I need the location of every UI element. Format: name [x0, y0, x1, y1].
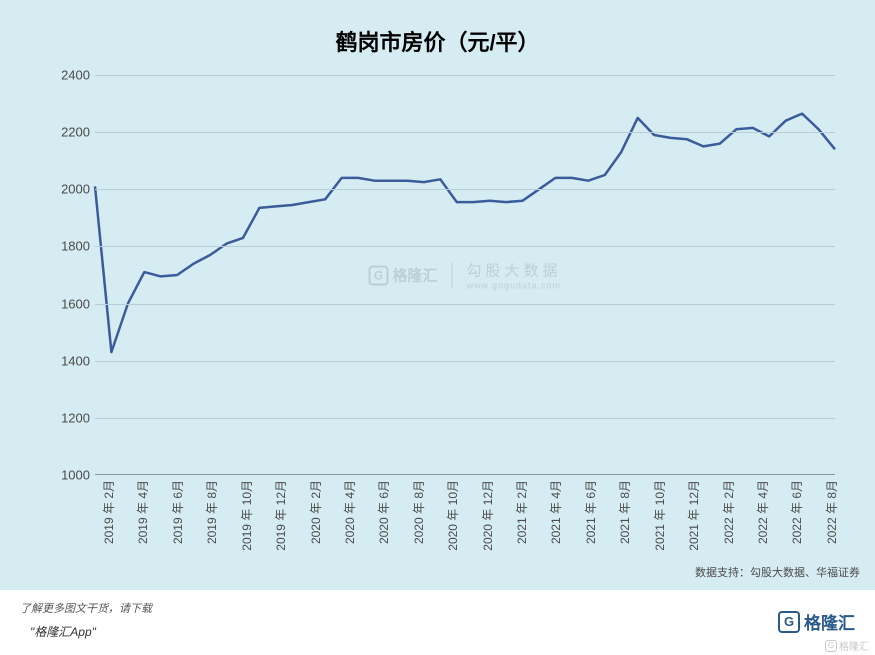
gridline — [95, 75, 835, 76]
x-axis-label: 2019 年 12月 — [272, 480, 289, 551]
footer-text-2: "格隆汇App" — [30, 623, 96, 640]
x-axis-label: 2019 年 2月 — [100, 480, 117, 544]
wm-divider — [452, 262, 453, 288]
x-axis-label: 2021 年 8月 — [616, 480, 633, 544]
gridline — [95, 361, 835, 362]
watermark-center: G 格隆汇 勾股大数据 www.gogudata.com — [368, 260, 561, 291]
wm-logo-text: 格隆汇 — [392, 265, 437, 286]
x-axis-label: 2020 年 8月 — [410, 480, 427, 544]
y-axis-label: 1400 — [40, 353, 90, 368]
x-axis-label: 2020 年 12月 — [479, 480, 496, 551]
footer-logo-text: 格隆汇 — [804, 609, 855, 634]
x-axis-label: 2022 年 4月 — [754, 480, 771, 544]
y-axis-label: 2000 — [40, 182, 90, 197]
chart-title: 鹤岗市房价（元/平） — [0, 25, 875, 57]
x-axis-label: 2020 年 10月 — [444, 480, 461, 551]
x-axis-label: 2021 年 6月 — [582, 480, 599, 544]
wm-logo: G 格隆汇 — [368, 265, 437, 286]
y-axis-label: 1200 — [40, 410, 90, 425]
gridline — [95, 246, 835, 247]
wm-right-en: www.gogudata.com — [467, 281, 562, 291]
footer-text-1: 了解更多图文干货，请下载 — [20, 600, 152, 616]
wm-right: 勾股大数据 www.gogudata.com — [467, 260, 562, 291]
footer-logo-icon: G — [778, 611, 800, 633]
gridline — [95, 132, 835, 133]
corner-watermark: G 格隆汇 — [825, 638, 869, 653]
x-axis-label: 2022 年 8月 — [823, 480, 840, 544]
y-axis-label: 1000 — [40, 468, 90, 483]
x-axis-label: 2019 年 4月 — [134, 480, 151, 544]
x-axis-label: 2019 年 8月 — [203, 480, 220, 544]
x-axis-label: 2020 年 2月 — [307, 480, 324, 544]
x-axis-label: 2022 年 6月 — [788, 480, 805, 544]
price-line — [95, 114, 835, 353]
y-axis-label: 2200 — [40, 125, 90, 140]
x-axis-label: 2022 年 2月 — [720, 480, 737, 544]
footer-logo: G 格隆汇 — [778, 609, 855, 634]
x-axis-label: 2021 年 4月 — [547, 480, 564, 544]
x-axis-label: 2021 年 10月 — [651, 480, 668, 551]
y-axis-label: 2400 — [40, 68, 90, 83]
gridline — [95, 304, 835, 305]
wm-logo-icon: G — [368, 265, 388, 285]
x-axis-label: 2021 年 12月 — [685, 480, 702, 551]
x-axis-label: 2021 年 2月 — [513, 480, 530, 544]
footer: 了解更多图文干货，请下载 "格隆汇App" G 格隆汇 G 格隆汇 — [0, 595, 875, 655]
corner-wm-icon: G — [825, 640, 837, 652]
gridline — [95, 189, 835, 190]
x-axis-label: 2020 年 4月 — [341, 480, 358, 544]
x-axis-label: 2019 年 6月 — [169, 480, 186, 544]
y-axis-label: 1600 — [40, 296, 90, 311]
corner-wm-text: 格隆汇 — [839, 638, 869, 653]
x-axis-label: 2020 年 6月 — [375, 480, 392, 544]
wm-right-cn: 勾股大数据 — [467, 260, 562, 281]
data-source: 数据支持：勾股大数据、华福证券 — [695, 564, 860, 580]
gridline — [95, 418, 835, 419]
plot-area: G 格隆汇 勾股大数据 www.gogudata.com 10001200140… — [95, 75, 835, 475]
chart-container: 鹤岗市房价（元/平） G 格隆汇 勾股大数据 www.gogudata.com … — [0, 0, 875, 590]
y-axis-label: 1800 — [40, 239, 90, 254]
x-axis-label: 2019 年 10月 — [238, 480, 255, 551]
